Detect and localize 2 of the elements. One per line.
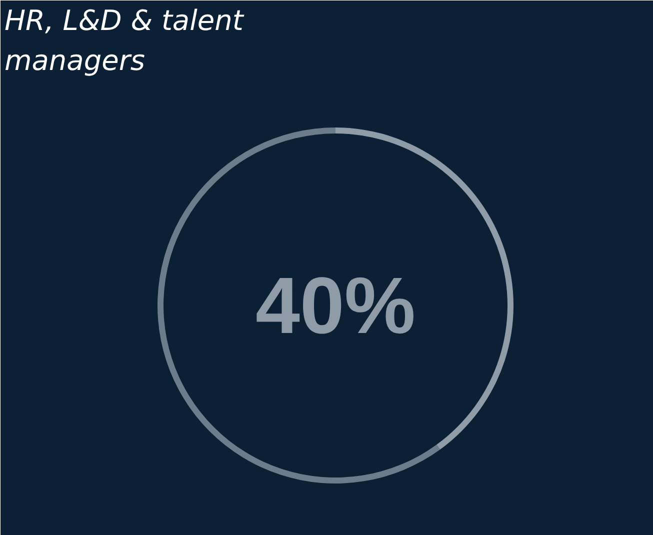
chart-title: HR, L&D & talent managers [4, 4, 244, 77]
data-label: 40% [255, 261, 416, 350]
